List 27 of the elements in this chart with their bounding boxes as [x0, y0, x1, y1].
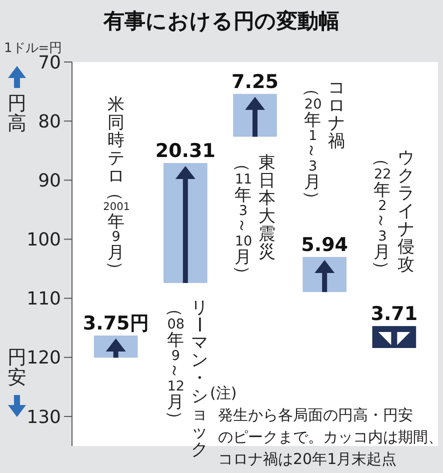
- text: 円安: [8, 346, 26, 389]
- x-tick-label: コロナ禍: [328, 78, 346, 152]
- data-label: 7.25: [232, 70, 278, 93]
- y-tick-label: 120: [26, 348, 61, 369]
- y-tick-label: 90: [38, 170, 61, 192]
- x-tick-label: ウクライナ侵攻: [398, 148, 415, 276]
- data-label: 3.75円: [82, 312, 149, 335]
- text: コロナ禍は20年1月末起点: [218, 450, 397, 468]
- annotation: （20年1～3月）: [302, 80, 322, 208]
- data-label: 20.31: [155, 140, 216, 162]
- y-tick-label: 110: [26, 288, 61, 310]
- y-tick-label: 100: [26, 230, 61, 251]
- annotation: のピークまで。カッコ内は期間、: [218, 428, 443, 446]
- annotation: (注): [210, 384, 237, 402]
- data-label: 5.94: [301, 234, 348, 256]
- data-label: 3.71: [370, 303, 418, 326]
- y-tick-label: 130: [26, 406, 61, 428]
- category-label: リーマン・ショック: [188, 298, 208, 460]
- chart-title: 有事における円の変動幅: [102, 9, 340, 33]
- x-tick-label: 東日本大震災: [258, 152, 276, 262]
- y-tick-label: 80: [38, 111, 61, 132]
- text: 円高: [8, 92, 26, 135]
- category-label: 米同時テロ（2001年9月）: [103, 94, 130, 278]
- annotation: （22年2～3月）: [371, 150, 392, 278]
- annotation: 発生から各局面の円高・円安: [218, 406, 413, 424]
- annotation: （08年9～12月）: [164, 300, 185, 428]
- annotation: （11年3～10月）: [232, 155, 252, 282]
